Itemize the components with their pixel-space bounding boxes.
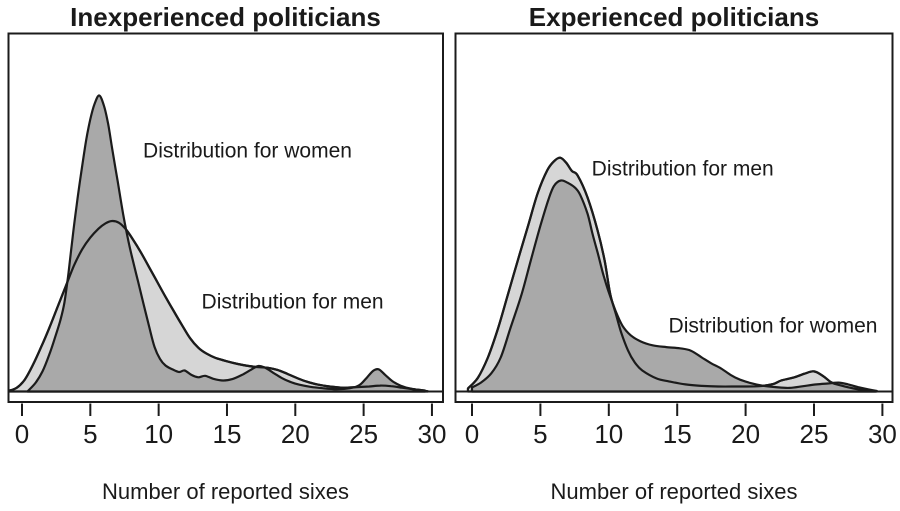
x-axis-tick-label: 0 [15,419,29,449]
x-axis-tick-label: 15 [213,419,242,449]
x-axis-tick-label: 30 [868,419,897,449]
x-axis-tick-label: 5 [533,419,547,449]
x-axis-tick-label: 0 [465,419,479,449]
men-density-outline [9,219,426,392]
panel-title: Experienced politicians [529,2,819,32]
panel-title: Inexperienced politicians [70,2,381,32]
x-axis-tick-label: 20 [281,419,310,449]
plot-box [454,32,894,403]
women-density-area [470,179,878,393]
x-axis-tick-label: 10 [144,419,173,449]
annotations: Distribution for men Distribution for wom… [592,157,878,337]
x-axis-label: Number of reported sixes [102,479,349,504]
plot-box [7,32,444,403]
x-axis: 0 5 10 15 20 25 30 [15,403,446,449]
x-axis-tick-label: 25 [349,419,378,449]
x-axis: 0 5 10 15 20 25 30 [465,403,897,449]
men-density-outline [467,156,876,393]
panel-inexperienced: Inexperienced politicians 0 5 10 15 20 25 30 D… [7,2,446,504]
x-axis-tick-label: 20 [731,419,760,449]
x-axis-tick-label: 25 [800,419,829,449]
x-axis-tick-label: 30 [417,419,446,449]
annotation-men: Distribution for men [592,157,774,180]
annotations: Distribution for women Distribution for m… [143,140,384,314]
plot-area [456,156,892,393]
x-axis-tick-label: 5 [83,419,97,449]
x-axis-label: Number of reported sixes [551,479,798,504]
panel-experienced: Experienced politicians 0 5 10 15 20 25 30 Dis… [454,2,897,504]
annotation-women: Distribution for women [669,314,878,337]
x-axis-tick-label: 10 [594,419,623,449]
annotation-men: Distribution for men [202,291,384,314]
annotation-women: Distribution for women [143,140,352,163]
x-axis-tick-label: 15 [663,419,692,449]
plot-area [9,94,442,393]
